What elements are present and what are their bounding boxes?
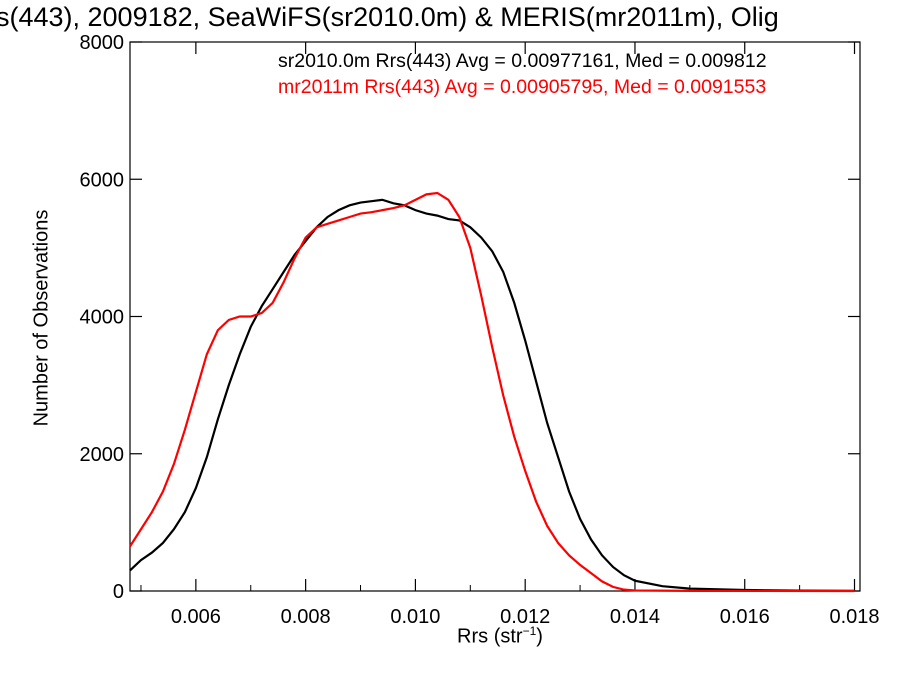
legend-entry-sr2010: sr2010.0m Rrs(443) Avg = 0.00977161, Med… bbox=[278, 50, 767, 72]
y-tick-label: 4000 bbox=[80, 307, 125, 329]
x-tick-label: 0.006 bbox=[171, 606, 221, 628]
x-tick-label: 0.014 bbox=[610, 606, 660, 628]
x-axis-ticks: 0.006 0.008 0.010 0.012 0.014 0.016 0.018 bbox=[140, 42, 880, 628]
legend-entry-mr2011: mr2011m Rrs(443) Avg = 0.00905795, Med =… bbox=[278, 76, 767, 98]
x-axis-label-end: ) bbox=[536, 625, 543, 648]
x-axis-label-superscript: −1 bbox=[522, 624, 537, 638]
y-tick-label: 8000 bbox=[80, 32, 125, 54]
x-tick-label: 0.008 bbox=[281, 606, 331, 628]
y-tick-label: 2000 bbox=[80, 444, 125, 466]
series-line-mr2011 bbox=[129, 191, 855, 593]
y-tick-label: 0 bbox=[113, 581, 124, 603]
y-axis-label: Number of Observations bbox=[30, 209, 53, 427]
chart-title: rs(443), 2009182, SeaWiFS(sr2010.0m) & M… bbox=[0, 2, 779, 32]
x-axis-label: Rrs (str−1) bbox=[0, 624, 900, 649]
x-tick-label: 0.018 bbox=[829, 606, 879, 628]
y-tick-label: 6000 bbox=[80, 169, 125, 191]
x-tick-label: 0.012 bbox=[500, 606, 550, 628]
y-axis-ticks: 0 2000 4000 6000 8000 bbox=[80, 32, 860, 603]
x-tick-label: 0.016 bbox=[720, 606, 770, 628]
x-axis-label-main: Rrs (str bbox=[457, 625, 523, 648]
series-lines bbox=[129, 191, 855, 593]
x-tick-label: 0.010 bbox=[390, 606, 440, 628]
series-line-sr2010 bbox=[129, 198, 855, 592]
